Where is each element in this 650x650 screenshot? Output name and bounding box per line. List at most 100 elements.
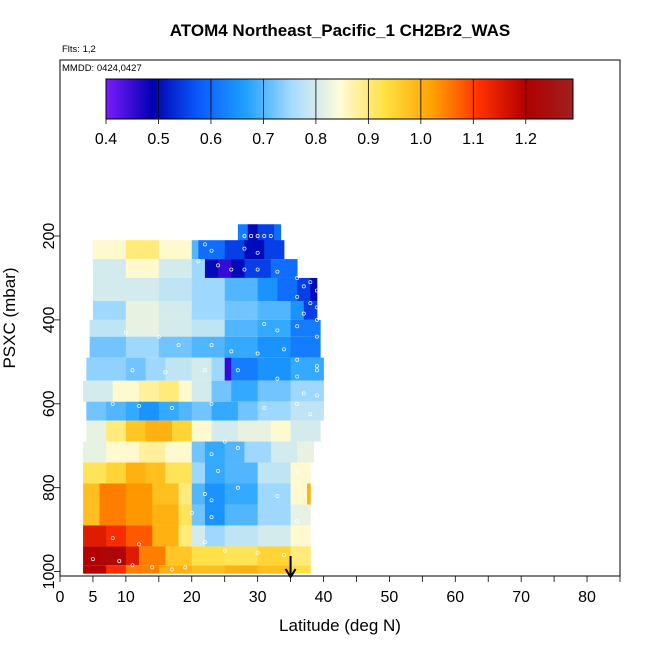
heatmap-cell xyxy=(290,565,311,574)
sample-point xyxy=(255,550,260,555)
heatmap-cell xyxy=(290,420,321,442)
sample-point xyxy=(170,406,174,410)
sample-point xyxy=(235,368,240,373)
heatmap-cell xyxy=(86,357,127,381)
heatmap-cell xyxy=(125,525,153,547)
heatmap-cell xyxy=(191,357,212,381)
heatmap-cell xyxy=(99,483,127,505)
sample-point xyxy=(209,498,214,503)
heatmap-cell xyxy=(125,319,160,337)
sample-point xyxy=(209,515,214,520)
y-tick-label: 600 xyxy=(41,390,58,417)
x-tick-label: 60 xyxy=(446,589,464,606)
sample-point xyxy=(117,559,122,564)
heatmap-cell xyxy=(224,525,259,547)
heatmap-cell xyxy=(83,483,100,505)
heatmap-cell xyxy=(139,441,166,463)
heatmap-cell xyxy=(191,301,226,320)
heatmap-cell xyxy=(89,319,127,337)
x-tick-label: 80 xyxy=(578,589,596,606)
heatmap-cell xyxy=(231,380,259,402)
heatmap-cell xyxy=(99,546,127,566)
heatmap-cell xyxy=(145,357,166,381)
heatmap-cell xyxy=(290,336,321,358)
heatmap-cell xyxy=(92,277,127,302)
heatmap-cell xyxy=(191,504,206,526)
heatmap-cell xyxy=(145,420,173,442)
heatmap-cell xyxy=(178,504,193,526)
heatmap-cell xyxy=(224,483,259,505)
heatmap-cell xyxy=(247,224,259,251)
sample-point xyxy=(295,276,300,280)
sample-point xyxy=(123,330,128,335)
heatmap-cell xyxy=(158,336,193,358)
heatmap-cell xyxy=(125,546,140,566)
heatmap-cell xyxy=(237,420,272,442)
heatmap-cell xyxy=(125,401,140,421)
heatmap-cell xyxy=(106,565,127,574)
sample-point xyxy=(282,552,286,557)
heatmap-cell xyxy=(290,401,324,421)
sample-point xyxy=(295,519,300,524)
heatmap-cell xyxy=(290,546,311,566)
heatmap-cell xyxy=(191,462,206,484)
heatmap-cell xyxy=(191,259,206,278)
sample-point xyxy=(235,485,240,490)
sample-point xyxy=(295,357,300,362)
sample-point xyxy=(150,565,155,570)
sample-point xyxy=(216,263,221,268)
heatmap-cell xyxy=(224,319,259,337)
heatmap-cell xyxy=(290,301,305,320)
chart-title: ATOM4 Northeast_Pacific_1 CH2Br2_WAS xyxy=(170,21,510,40)
sample-point xyxy=(163,370,168,375)
heatmap-cell xyxy=(257,336,291,358)
sample-point xyxy=(242,267,247,272)
heatmap-cell xyxy=(231,259,245,278)
heatmap-cell xyxy=(171,420,193,442)
colorbar-gradient xyxy=(105,78,574,120)
sample-point xyxy=(314,305,319,310)
heatmap-cell xyxy=(191,441,206,463)
sample-point xyxy=(183,565,188,570)
heatmap-cell xyxy=(191,240,199,260)
heatmap-cell xyxy=(106,462,127,484)
heatmap-cell xyxy=(145,462,166,484)
heatmap-cell xyxy=(224,277,259,302)
heatmap-cell xyxy=(106,525,127,547)
heatmap-cell xyxy=(274,224,282,251)
heatmap-cell xyxy=(211,401,239,421)
heatmap-cell xyxy=(218,259,232,278)
heatmap-cell xyxy=(244,441,272,463)
heatmap-cell xyxy=(310,277,318,302)
sample-point xyxy=(216,468,221,473)
sample-point xyxy=(314,393,319,398)
sample-point xyxy=(255,250,260,255)
sample-point xyxy=(255,234,260,238)
heatmap-cell xyxy=(125,483,153,505)
heatmap-cell xyxy=(191,483,206,505)
heatmap-cell xyxy=(257,380,291,402)
y-tick-label: 400 xyxy=(41,306,58,333)
heatmap-cell xyxy=(257,525,291,547)
heatmap-cell xyxy=(125,277,160,302)
heatmap-cell xyxy=(158,259,193,278)
heatmap-cell xyxy=(204,504,226,526)
heatmap-cell xyxy=(211,357,226,381)
heatmap-cell xyxy=(89,336,127,358)
heatmap-cell xyxy=(158,401,179,421)
heatmap-cell xyxy=(83,504,100,526)
sample-point xyxy=(255,351,260,356)
sample-point xyxy=(222,439,227,444)
y-tick-label: 1000 xyxy=(41,554,58,590)
heatmap-cell xyxy=(231,357,259,381)
sample-point xyxy=(275,376,280,381)
heatmap-cell xyxy=(152,525,179,547)
sample-point xyxy=(301,284,306,289)
sample-point xyxy=(137,403,142,408)
heatmap-cell xyxy=(83,565,107,574)
heatmap-cell xyxy=(297,441,315,463)
heatmap-cell xyxy=(191,525,206,547)
y-tick-label: 800 xyxy=(41,474,58,501)
sample-point xyxy=(130,368,135,373)
sample-point xyxy=(229,349,234,354)
